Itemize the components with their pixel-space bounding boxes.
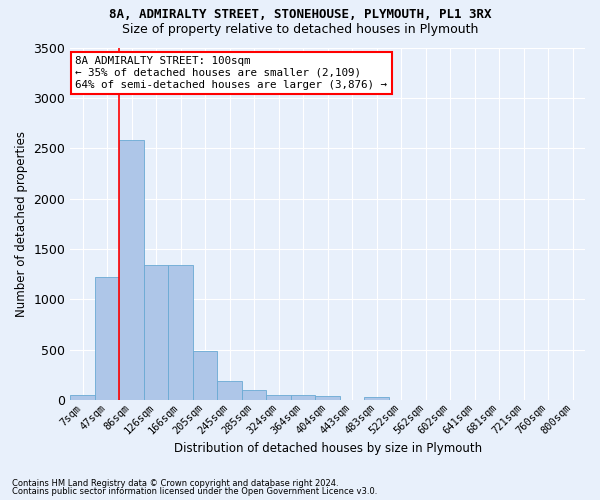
- Bar: [119, 140, 144, 400]
- Text: 8A ADMIRALTY STREET: 100sqm
← 35% of detached houses are smaller (2,109)
64% of : 8A ADMIRALTY STREET: 100sqm ← 35% of det…: [76, 56, 388, 90]
- Text: 8A, ADMIRALTY STREET, STONEHOUSE, PLYMOUTH, PL1 3RX: 8A, ADMIRALTY STREET, STONEHOUSE, PLYMOU…: [109, 8, 491, 20]
- Y-axis label: Number of detached properties: Number of detached properties: [15, 131, 28, 317]
- Bar: [70, 395, 95, 400]
- Bar: [193, 350, 217, 400]
- Bar: [217, 382, 242, 400]
- Bar: [242, 390, 266, 400]
- Bar: [266, 395, 291, 400]
- Bar: [169, 265, 193, 400]
- Text: Contains public sector information licensed under the Open Government Licence v3: Contains public sector information licen…: [12, 487, 377, 496]
- Bar: [144, 265, 169, 400]
- Text: Contains HM Land Registry data © Crown copyright and database right 2024.: Contains HM Land Registry data © Crown c…: [12, 478, 338, 488]
- Bar: [364, 396, 389, 400]
- Bar: [95, 277, 119, 400]
- Text: Size of property relative to detached houses in Plymouth: Size of property relative to detached ho…: [122, 22, 478, 36]
- Bar: [291, 395, 316, 400]
- X-axis label: Distribution of detached houses by size in Plymouth: Distribution of detached houses by size …: [173, 442, 482, 455]
- Bar: [316, 396, 340, 400]
